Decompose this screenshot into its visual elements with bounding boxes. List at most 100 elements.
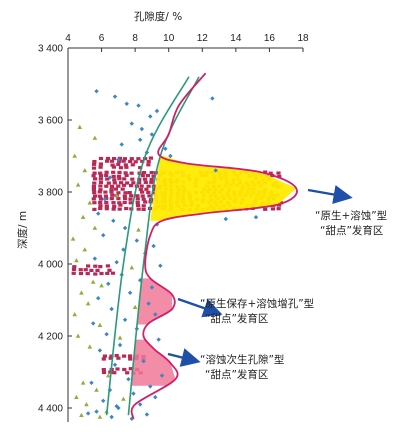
- dense-band-marker: [133, 160, 138, 164]
- dense-band-marker: [93, 272, 98, 276]
- blue-point: [90, 321, 96, 326]
- dense-band-marker: [127, 191, 132, 195]
- dense-band-marker: [98, 197, 104, 201]
- dense-band-marker: [111, 207, 116, 211]
- dense-band-marker: [97, 190, 102, 194]
- dense-band-marker: [104, 173, 109, 177]
- blue-point: [126, 377, 131, 382]
- dense-band-marker: [148, 156, 153, 160]
- dense-band-marker: [105, 159, 110, 163]
- dense-band-marker: [98, 162, 103, 166]
- blue-point: [121, 247, 126, 252]
- dense-band-marker: [108, 356, 113, 360]
- green-point: [75, 333, 81, 338]
- dense-band-marker: [89, 268, 94, 272]
- green-point: [70, 236, 76, 241]
- green-point: [136, 227, 141, 232]
- dense-band-marker: [138, 187, 143, 191]
- dense-band-marker: [91, 166, 97, 170]
- green-point: [129, 265, 135, 270]
- zone-label-line1: “原生保存+溶蚀增孔”型: [200, 297, 314, 310]
- blue-point: [158, 263, 163, 268]
- blue-point: [92, 256, 98, 261]
- blue-point: [122, 317, 128, 322]
- blue-point: [154, 108, 160, 114]
- dense-band-marker: [128, 357, 133, 361]
- dense-band-marker: [98, 174, 104, 178]
- y-tick-label: 4 400: [38, 404, 63, 415]
- dense-band-marker: [131, 181, 136, 185]
- dense-band-marker: [92, 201, 97, 205]
- dense-band-marker: [93, 194, 98, 198]
- dense-band-marker: [118, 166, 123, 170]
- dense-band-marker: [116, 356, 121, 360]
- dense-band-marker: [114, 354, 119, 358]
- green-point: [87, 344, 93, 349]
- green-point: [132, 304, 138, 309]
- x-tick-label: 4: [65, 33, 71, 44]
- dense-band-marker: [105, 271, 110, 275]
- dense-band-marker: [110, 271, 116, 275]
- dense-band-marker: [140, 159, 145, 163]
- dense-band-marker: [122, 367, 127, 372]
- dense-band-marker: [98, 180, 103, 184]
- dense-band-marker: [146, 163, 151, 167]
- blue-point: [96, 211, 101, 216]
- dense-band-marker: [109, 188, 114, 192]
- blue-point: [141, 359, 146, 364]
- annotation-arrow: [177, 297, 223, 318]
- blue-point: [159, 373, 165, 378]
- dense-band-marker: [112, 178, 117, 182]
- dense-band-marker: [111, 201, 116, 205]
- dense-band-marker: [98, 188, 103, 192]
- blue-point: [96, 296, 101, 301]
- dense-band-marker: [119, 181, 124, 185]
- dense-band-marker: [98, 265, 103, 269]
- dense-band-marker: [99, 271, 104, 276]
- dense-band-marker: [98, 171, 103, 175]
- dense-band-marker: [142, 177, 148, 181]
- dense-band-marker: [101, 368, 106, 372]
- x-tick-label: 6: [99, 33, 105, 44]
- dense-band-marker: [141, 204, 146, 208]
- dense-band-marker: [117, 201, 122, 205]
- dense-band-marker: [71, 267, 77, 271]
- dense-band-marker: [138, 166, 143, 170]
- dense-band-marker: [128, 197, 133, 201]
- green-point: [117, 335, 123, 340]
- dense-band-marker: [91, 197, 96, 201]
- dense-band-marker: [130, 177, 135, 181]
- dense-band-marker: [140, 174, 145, 178]
- green-point: [77, 124, 83, 129]
- blue-point: [114, 260, 119, 265]
- annotations-layer: “原生+溶蚀”型 “甜点”发育区 “原生保存+溶蚀增孔”型 “甜点”发育区 “溶蚀次生孔…: [167, 185, 387, 381]
- dense-band-marker: [103, 190, 108, 194]
- dense-band-marker: [109, 184, 115, 188]
- blue-point: [151, 243, 156, 249]
- dense-band-marker: [93, 177, 98, 181]
- dense-band-marker: [110, 193, 115, 197]
- blue-point: [85, 411, 91, 416]
- blue-point: [124, 101, 129, 106]
- dense-band-marker: [268, 171, 273, 175]
- dense-band-marker: [117, 159, 122, 163]
- dense-band-marker: [92, 181, 97, 185]
- dense-band-marker: [93, 264, 98, 268]
- green-point: [84, 402, 89, 407]
- blue-point: [134, 238, 140, 243]
- dense-band-marker: [115, 367, 120, 371]
- dense-band-marker: [128, 159, 133, 164]
- dense-band-marker: [135, 197, 140, 201]
- dense-band-marker: [263, 170, 268, 174]
- dense-band-marker: [121, 159, 126, 163]
- dense-band-marker: [92, 160, 97, 164]
- dense-band-marker: [146, 184, 151, 188]
- dense-band-marker: [111, 170, 116, 174]
- green-point: [79, 412, 84, 417]
- blue-point: [129, 121, 134, 126]
- blue-point: [127, 290, 133, 295]
- dense-band-marker: [276, 171, 281, 175]
- dense-band-marker: [122, 200, 127, 205]
- blue-point: [131, 391, 136, 396]
- dense-band-marker: [98, 206, 103, 211]
